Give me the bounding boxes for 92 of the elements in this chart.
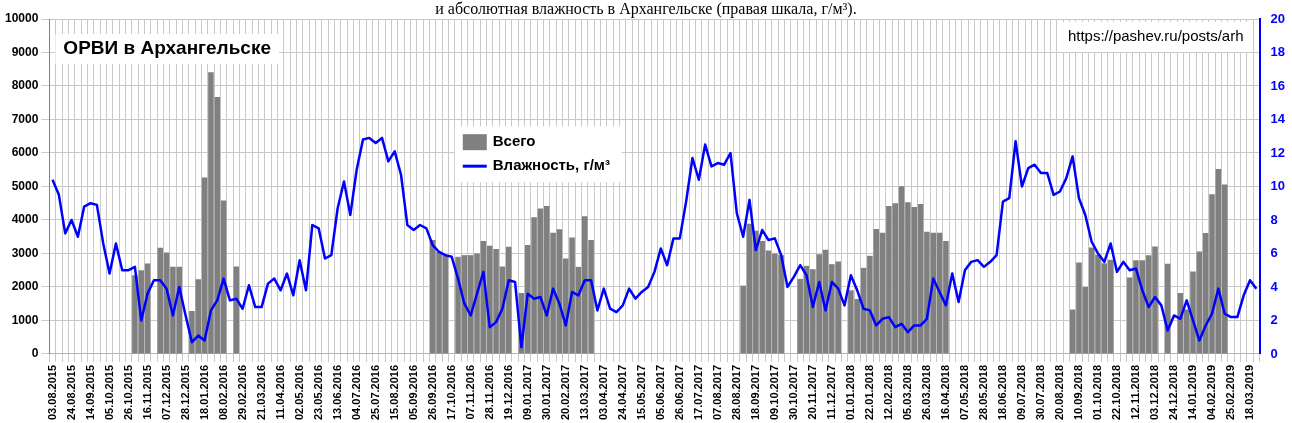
y2-tick-label: 16 bbox=[1270, 77, 1286, 93]
x-tick-label: 23.05.2016 bbox=[311, 364, 324, 421]
y-tick-label: 10000 bbox=[4, 11, 39, 26]
annotation: https://pashev.ru/posts/arh bbox=[1067, 27, 1244, 45]
x-tick-label: 09.01.2017 bbox=[520, 364, 533, 421]
x-tick-label: 09.10.2017 bbox=[767, 364, 780, 421]
x-tick-label: 10.09.2018 bbox=[1072, 364, 1084, 421]
x-tick-label: 13.03.2017 bbox=[577, 364, 590, 421]
y-tick-label: 2000 bbox=[11, 279, 39, 294]
x-tick-label: 01.10.2018 bbox=[1091, 364, 1103, 421]
x-tick-label: 18.03.2019 bbox=[1243, 364, 1256, 421]
x-tick-label: 12.11.2018 bbox=[1129, 364, 1142, 420]
text: ОРВИ в Архангельске bbox=[63, 37, 272, 59]
x-tick-label: 16.04.2018 bbox=[938, 364, 951, 421]
x-tick-label: 30.01.2017 bbox=[539, 364, 552, 421]
y2-tick-label: 12 bbox=[1270, 144, 1286, 160]
x-tick-label: 28.05.2018 bbox=[976, 364, 989, 421]
x-tick-label: 05.06.2017 bbox=[653, 364, 666, 421]
x-tick-label: 20.02.2017 bbox=[558, 364, 571, 421]
x-tick-label: 22.01.2018 bbox=[862, 364, 875, 421]
x-tick-label: 20.08.2018 bbox=[1052, 364, 1065, 421]
x-tick-label: 26.06.2017 bbox=[672, 364, 685, 421]
x-tick-label: 02.05.2016 bbox=[292, 364, 305, 421]
x-tick-label: 24.08.2015 bbox=[64, 364, 77, 421]
x-tick-label: 05.09.2016 bbox=[406, 364, 419, 421]
x-tick-label: 21.03.2016 bbox=[254, 364, 267, 421]
x-tick-label: 07.12.2015 bbox=[159, 364, 172, 421]
x-tick-label: 15.08.2016 bbox=[387, 364, 400, 421]
x-tick-label: 05.10.2015 bbox=[102, 364, 115, 421]
x-tick-label: 26.10.2015 bbox=[121, 364, 134, 421]
x-tick-label: 30.07.2018 bbox=[1033, 364, 1046, 421]
y2-tick-label: 18 bbox=[1270, 44, 1286, 60]
x-tick-label: 18.06.2018 bbox=[995, 364, 1008, 421]
chart-subtitle: и абсолютная влажность в Архангельске (правая шкала, г/м³). bbox=[435, 0, 857, 17]
x-tick-label: 17.07.2017 bbox=[691, 364, 704, 421]
x-tick-label: 30.10.2017 bbox=[786, 364, 799, 421]
y-tick-label: 9000 bbox=[11, 44, 39, 59]
x-tick-label: 17.10.2016 bbox=[444, 364, 457, 421]
x-tick-label: 01.01.2018 bbox=[843, 364, 856, 421]
x-tick-label: 16.11.2015 bbox=[140, 364, 153, 420]
x-tick-label: 04.02.2019 bbox=[1205, 364, 1218, 421]
x-tick-label: 26.09.2016 bbox=[425, 364, 438, 421]
x-tick-label: 12.02.2018 bbox=[881, 364, 894, 421]
y2-tick-label: 10 bbox=[1270, 178, 1286, 194]
x-tick-label: 14.09.2015 bbox=[83, 364, 96, 421]
x-tick-label: 29.02.2016 bbox=[235, 364, 248, 421]
x-tick-label: 22.10.2018 bbox=[1110, 364, 1123, 421]
x-tick-label: 14.01.2019 bbox=[1186, 364, 1199, 421]
x-tick-label: 25.02.2019 bbox=[1224, 364, 1237, 421]
y-tick-label: 3000 bbox=[11, 245, 39, 260]
y2-tick-label: 14 bbox=[1270, 111, 1286, 127]
legend-label: Влажность, г/м³ bbox=[492, 156, 610, 174]
x-tick-label: 07.08.2017 bbox=[710, 364, 723, 421]
y-tick-label: 7000 bbox=[11, 111, 39, 126]
y-tick-label: 1000 bbox=[11, 312, 39, 327]
y2-tick-label: 0 bbox=[1270, 345, 1278, 361]
x-tick-label: 07.05.2018 bbox=[957, 364, 970, 421]
y-tick-label: 5000 bbox=[11, 178, 39, 193]
bar bbox=[233, 266, 240, 354]
x-tick-label: 09.07.2018 bbox=[1014, 364, 1027, 421]
x-tick-label: 28.08.2017 bbox=[729, 364, 742, 421]
x-tick-label: 05.03.2018 bbox=[900, 364, 913, 421]
x-tick-label: 19.12.2016 bbox=[501, 364, 514, 421]
y2-tick-label: 2 bbox=[1270, 312, 1278, 328]
x-tick-label: 26.03.2018 bbox=[919, 364, 932, 421]
x-tick-label: 11.12.2017 bbox=[824, 364, 837, 420]
x-tick-label: 25.07.2016 bbox=[368, 364, 381, 421]
x-tick-label: 18.09.2017 bbox=[748, 364, 761, 421]
y2-tick-label: 6 bbox=[1270, 245, 1278, 261]
x-tick-label: 13.06.2016 bbox=[330, 364, 343, 421]
x-tick-label: 11.04.2016 bbox=[273, 364, 286, 420]
x-tick-label: 24.12.2018 bbox=[1167, 364, 1180, 421]
x-tick-label: 03.04.2017 bbox=[596, 364, 609, 421]
x-tick-label: 18.01.2016 bbox=[197, 364, 210, 421]
y2-tick-label: 4 bbox=[1270, 278, 1279, 294]
x-tick-label: 28.11.2016 bbox=[482, 364, 495, 420]
y-tick-label: 0 bbox=[31, 346, 39, 361]
x-tick-label: 07.11.2016 bbox=[463, 364, 476, 420]
x-tick-label: 08.02.2016 bbox=[216, 364, 229, 421]
x-tick-label: 28.12.2015 bbox=[178, 364, 191, 421]
y-tick-label: 6000 bbox=[11, 145, 39, 160]
x-tick-label: 15.05.2017 bbox=[634, 364, 647, 421]
x-tick-label: 03.12.2018 bbox=[1148, 364, 1161, 421]
y-tick-label: 4000 bbox=[11, 212, 39, 227]
x-tick-label: 20.11.2017 bbox=[805, 364, 818, 420]
x-tick-label: 03.08.2015 bbox=[45, 364, 58, 421]
x-tick-label: 04.07.2016 bbox=[349, 364, 362, 421]
legend-label: Всего bbox=[492, 132, 536, 150]
x-tick-label: 24.04.2017 bbox=[615, 364, 628, 421]
y2-tick-label: 8 bbox=[1270, 211, 1278, 227]
y2-tick-label: 20 bbox=[1270, 10, 1286, 26]
y-tick-label: 8000 bbox=[11, 78, 39, 93]
